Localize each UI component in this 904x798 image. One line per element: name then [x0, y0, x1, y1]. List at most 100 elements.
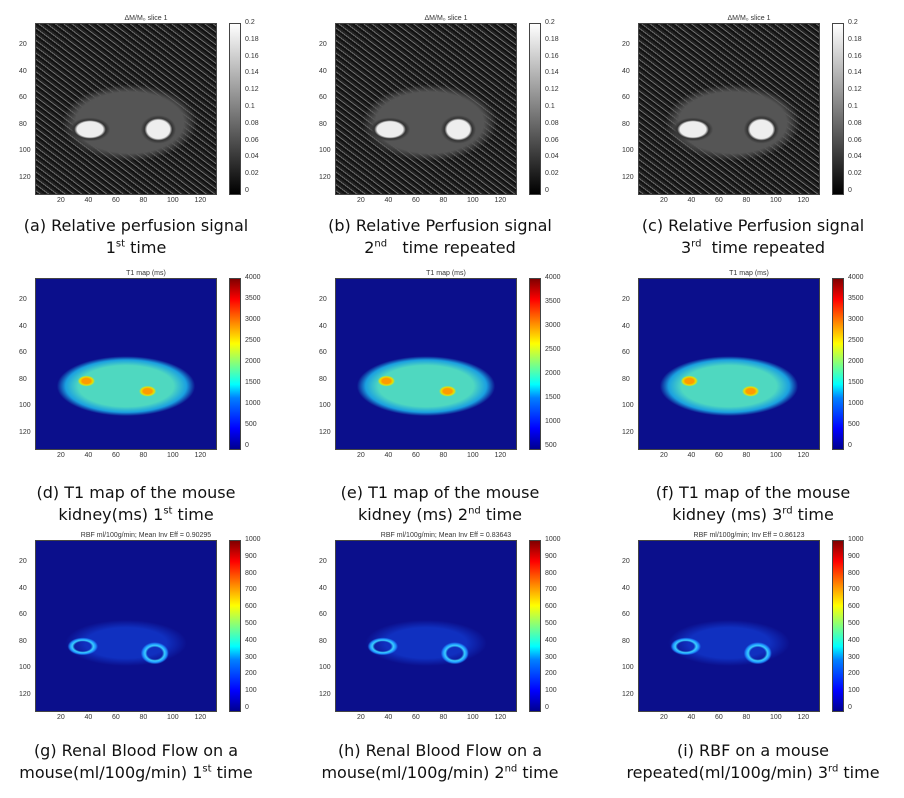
y-tick-label: 100: [622, 402, 634, 409]
x-tick-label: 60: [715, 197, 723, 204]
y-tick-label: 60: [622, 611, 630, 618]
colorbar-tick-label: 100: [848, 687, 860, 695]
colorbar-tick-label: 200: [245, 670, 257, 678]
colorbar-tick-label: 500: [245, 421, 257, 428]
colorbar-tick-label: 3500: [545, 298, 561, 305]
colorbar-tick-label: 0.18: [245, 35, 259, 43]
y-tick-label: 120: [19, 428, 31, 436]
x-tick-label: 60: [412, 714, 420, 721]
colorbar-tick-label: 500: [848, 421, 860, 428]
y-tick-label: 80: [319, 375, 327, 383]
colorbar-tick-label: 0.2: [245, 19, 255, 26]
caption-ordinal-suffix: nd: [468, 505, 481, 517]
y-tick-label: 20: [622, 296, 630, 303]
caption-line-2-text: mouse(ml/100g/min) 1: [19, 763, 203, 782]
y-tick-label: 100: [319, 147, 331, 154]
x-tick-label: 40: [687, 197, 696, 204]
y-tick-label: 120: [319, 173, 331, 181]
caption-line-2-rest: time: [172, 505, 214, 524]
x-tick-label: 20: [660, 452, 668, 459]
y-tick-label: 20: [19, 296, 27, 303]
y-tick-label: 60: [622, 349, 630, 356]
colorbar-tick-label: 0.02: [245, 170, 259, 178]
caption-ordinal-suffix: nd: [374, 238, 388, 250]
colorbar-tick-label: 0: [848, 442, 852, 449]
colorbar-tick-label: 3500: [848, 295, 864, 302]
x-tick-label: 40: [687, 714, 696, 721]
y-tick-label: 80: [19, 120, 27, 128]
caption-line-2-text: mouse(ml/100g/min) 2: [321, 763, 505, 782]
colorbar-tick-label: 0.18: [848, 35, 862, 43]
mri-image: [35, 278, 217, 450]
x-tick-label: 100: [167, 452, 179, 459]
x-tick-label: 60: [412, 197, 420, 204]
colorbar-tick-label: 2500: [545, 346, 561, 353]
panel-caption: (b) Relative Perfusion signal 2nd time re…: [300, 215, 580, 259]
plot-title: ΔM/M₀ slice 1: [124, 15, 168, 22]
colorbar-tick-label: 4000: [848, 274, 864, 281]
y-tick-label: 120: [622, 173, 634, 181]
colorbar-tick-label: 600: [848, 603, 860, 611]
colorbar-tick-label: 0.16: [545, 52, 559, 60]
caption-line-2: 3rd time repeated: [613, 237, 893, 259]
y-tick-label: 40: [319, 322, 327, 330]
colorbar-tick-label: 300: [545, 653, 557, 661]
y-tick-label: 80: [19, 637, 27, 645]
mri-image: [35, 540, 217, 712]
colorbar-tick-label: 300: [848, 653, 860, 661]
x-tick-label: 60: [112, 452, 120, 459]
caption-line-2-rest: time repeated: [701, 238, 826, 257]
x-tick-label: 60: [112, 714, 120, 721]
caption-line-1: (g) Renal Blood Flow on a: [33, 741, 239, 760]
caption-line-2-text: repeated(ml/100g/min) 3: [626, 763, 829, 782]
colorbar-tick-label: 1000: [545, 418, 561, 425]
colorbar-tick-label: 1000: [245, 536, 261, 543]
y-tick-label: 60: [19, 349, 27, 356]
caption-line-2-text: 1: [105, 238, 116, 257]
colorbar-tick-label: 1000: [545, 536, 561, 543]
colorbar-tick-label: 3000: [545, 322, 561, 329]
colorbar-tick-label: 1000: [848, 536, 864, 543]
caption-line-2-text: kidney (ms) 3: [672, 505, 783, 524]
colorbar-tick-label: 900: [545, 552, 557, 560]
x-tick-label: 40: [84, 714, 93, 721]
colorbar: [229, 23, 241, 195]
colorbar-tick-label: 400: [848, 636, 860, 644]
y-tick-label: 40: [19, 322, 27, 330]
x-tick-label: 80: [139, 452, 148, 459]
colorbar-tick-label: 0.04: [245, 153, 259, 161]
colorbar-tick-label: 0.06: [245, 136, 259, 144]
x-tick-label: 60: [715, 714, 723, 721]
plot-title: RBF ml/100g/min; Mean Inv Eff = 0.90295: [80, 532, 212, 539]
caption-line-2: 1st time: [0, 237, 276, 259]
colorbar-tick-label: 500: [848, 620, 860, 627]
x-tick-label: 100: [770, 714, 782, 721]
y-tick-label: 20: [319, 296, 327, 303]
y-tick-label: 80: [319, 120, 327, 128]
x-tick-label: 20: [57, 197, 65, 204]
x-tick-label: 60: [412, 452, 420, 459]
colorbar: [529, 23, 541, 195]
caption-line-1: (a) Relative perfusion signal: [23, 216, 249, 235]
x-tick-label: 60: [112, 197, 120, 204]
caption-line-1: (e) T1 map of the mouse: [340, 483, 540, 502]
y-tick-label: 20: [319, 558, 327, 565]
x-tick-label: 120: [797, 452, 810, 459]
y-tick-label: 80: [622, 375, 630, 383]
y-tick-label: 40: [622, 584, 630, 592]
caption-line-2-rest: time: [792, 505, 834, 524]
colorbar-tick-label: 0.14: [545, 69, 559, 77]
x-tick-label: 40: [84, 197, 93, 204]
y-tick-label: 100: [19, 147, 31, 154]
x-tick-label: 80: [139, 714, 148, 721]
colorbar-tick-label: 0.18: [545, 35, 559, 43]
y-tick-label: 20: [19, 41, 27, 48]
colorbar: [832, 23, 844, 195]
x-tick-label: 120: [194, 714, 207, 721]
colorbar-tick-label: 0: [545, 704, 549, 711]
y-tick-label: 60: [19, 611, 27, 618]
caption-line-1: (i) RBF on a mouse: [677, 741, 829, 760]
colorbar-tick-label: 0: [245, 187, 249, 194]
x-tick-label: 20: [57, 452, 65, 459]
colorbar-tick-label: 0.08: [545, 119, 559, 127]
